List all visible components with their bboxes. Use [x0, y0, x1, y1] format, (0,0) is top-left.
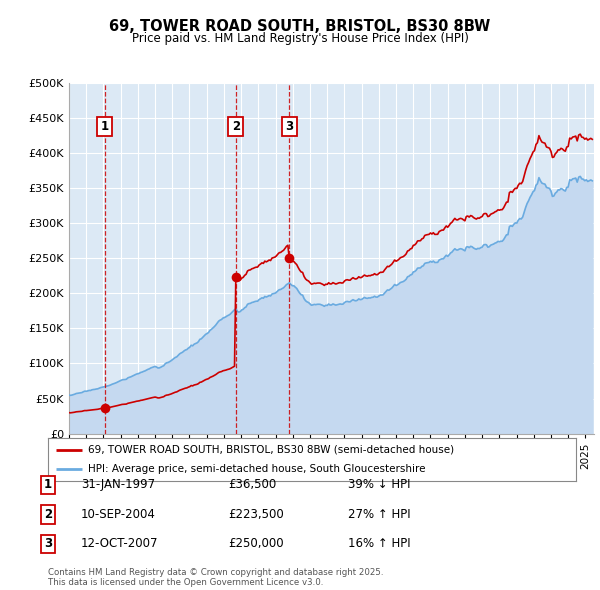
Text: 3: 3	[285, 120, 293, 133]
Text: £223,500: £223,500	[228, 508, 284, 521]
Text: 10-SEP-2004: 10-SEP-2004	[81, 508, 156, 521]
Text: 12-OCT-2007: 12-OCT-2007	[81, 537, 158, 550]
Text: 1: 1	[101, 120, 109, 133]
Text: 69, TOWER ROAD SOUTH, BRISTOL, BS30 8BW: 69, TOWER ROAD SOUTH, BRISTOL, BS30 8BW	[109, 19, 491, 34]
Text: 2: 2	[232, 120, 240, 133]
Text: £36,500: £36,500	[228, 478, 276, 491]
Text: £250,000: £250,000	[228, 537, 284, 550]
Text: 1: 1	[44, 478, 52, 491]
Text: 16% ↑ HPI: 16% ↑ HPI	[348, 537, 410, 550]
Text: 69, TOWER ROAD SOUTH, BRISTOL, BS30 8BW (semi-detached house): 69, TOWER ROAD SOUTH, BRISTOL, BS30 8BW …	[88, 445, 454, 455]
Text: Contains HM Land Registry data © Crown copyright and database right 2025.
This d: Contains HM Land Registry data © Crown c…	[48, 568, 383, 587]
Text: 31-JAN-1997: 31-JAN-1997	[81, 478, 155, 491]
Text: Price paid vs. HM Land Registry's House Price Index (HPI): Price paid vs. HM Land Registry's House …	[131, 32, 469, 45]
Text: 3: 3	[44, 537, 52, 550]
Text: 27% ↑ HPI: 27% ↑ HPI	[348, 508, 410, 521]
Text: 2: 2	[44, 508, 52, 521]
Text: 39% ↓ HPI: 39% ↓ HPI	[348, 478, 410, 491]
Text: HPI: Average price, semi-detached house, South Gloucestershire: HPI: Average price, semi-detached house,…	[88, 464, 425, 474]
